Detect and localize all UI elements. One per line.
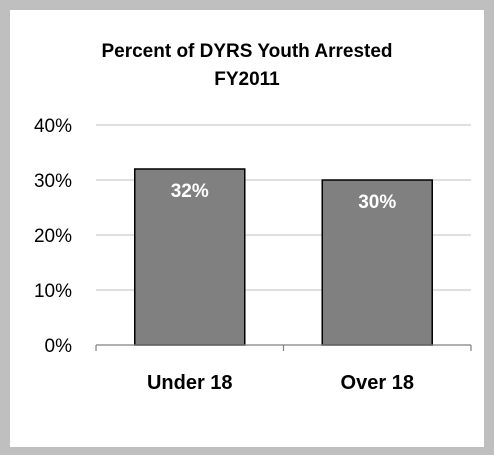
- y-tick-label: 30%: [34, 171, 72, 192]
- x-axis-category-labels: Under 18 Over 18: [147, 372, 414, 394]
- bar: [321, 179, 433, 346]
- chart-subtitle: FY2011: [214, 69, 280, 90]
- chart-title-line-1: Percent of DYRS Youth Arrested: [101, 41, 393, 62]
- bar-data-label: 30%: [358, 192, 396, 213]
- bar: [134, 168, 246, 346]
- x-category-label: Over 18: [341, 372, 414, 394]
- y-tick-label: 40%: [34, 116, 72, 137]
- bar-data-label: 32%: [171, 181, 209, 202]
- x-category-label: Under 18: [147, 372, 233, 394]
- y-axis-tick-labels: 0% 10% 20% 30% 40%: [34, 116, 72, 357]
- y-tick-label: 10%: [34, 281, 72, 302]
- chart-title: Percent of DYRS Youth Arrested FY2011: [10, 38, 484, 94]
- y-tick-label: 0%: [45, 336, 73, 357]
- axes: [95, 344, 472, 351]
- y-tick-label: 20%: [34, 226, 72, 247]
- bars: 32% 30%: [134, 168, 433, 346]
